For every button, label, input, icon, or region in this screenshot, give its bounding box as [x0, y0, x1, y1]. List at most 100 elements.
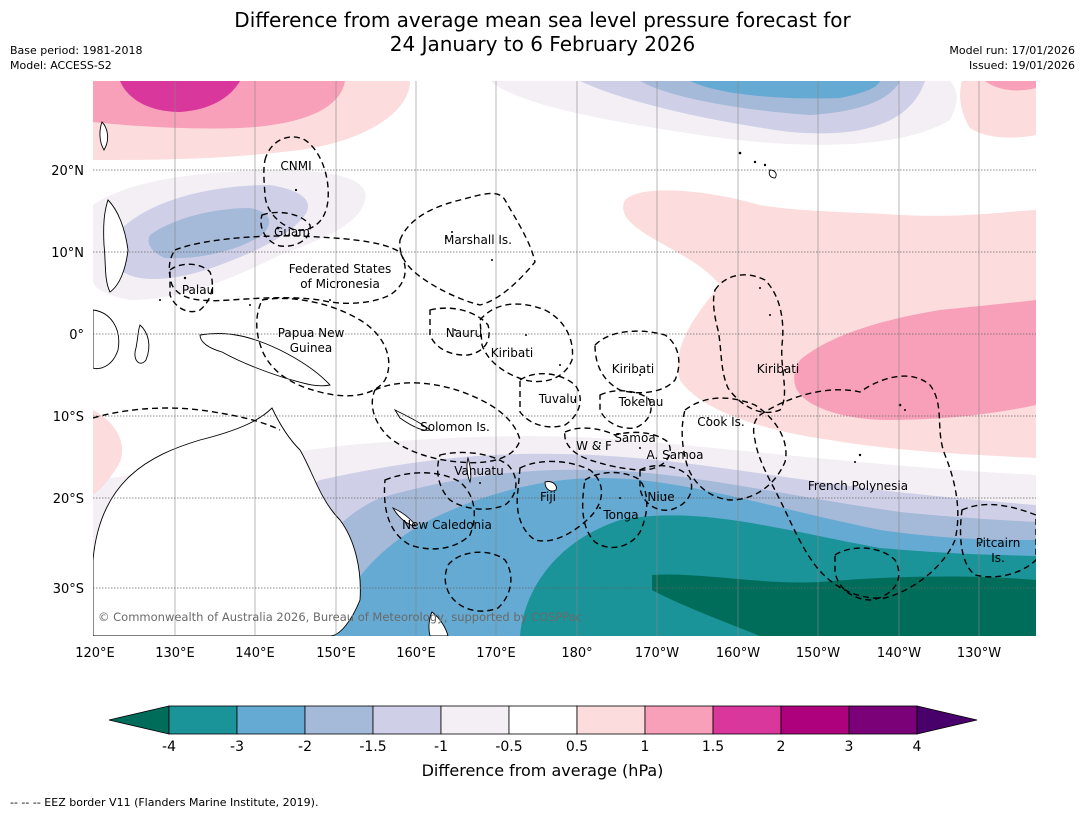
label-cook-islands: Cook Is. — [697, 415, 744, 429]
philippines-coast — [103, 199, 129, 293]
meta-right: Model run: 17/01/2026 Issued: 19/01/2026 — [949, 43, 1075, 73]
lon-label: 180° — [561, 646, 592, 661]
colorbar: -4 -3 -2 -1.5 -1 -0.5 0.5 1 1.5 2 3 4 — [108, 705, 978, 755]
eez-fiji — [516, 460, 603, 542]
eez-cook — [681, 397, 787, 501]
issued-date: Issued: 19/01/2026 — [968, 59, 1075, 72]
colorbar-tick-label: 4 — [913, 739, 922, 755]
colorbar-segment — [236, 705, 306, 735]
colorbar-segment — [168, 705, 238, 735]
vanuatu-coast — [466, 456, 472, 484]
label-tuvalu: Tuvalu — [538, 392, 578, 406]
colorbar-extend-low — [108, 705, 170, 735]
label-fsm-line1: Federated States — [289, 262, 391, 276]
anomaly-pos-1-east — [794, 300, 1036, 420]
chart-title-line2: 24 January to 6 February 2026 — [389, 32, 696, 56]
borneo-coast — [93, 309, 120, 370]
copyright-notice: © Commonwealth of Australia 2026, Bureau… — [98, 610, 582, 624]
anomaly-pos-1.5-northwest — [120, 81, 240, 112]
colorbar-label: Difference from average (hPa) — [421, 761, 664, 780]
colorbar-tick-label: 2 — [777, 739, 786, 755]
lat-label: 30°S — [53, 582, 84, 597]
eez-kiribati-gilbert — [479, 303, 574, 383]
label-png-line1: Papua New — [278, 326, 345, 340]
small-islands — [159, 151, 981, 546]
fiji-coast — [544, 481, 557, 492]
colorbar-tick-label: 1.5 — [702, 739, 724, 755]
label-american-samoa: A. Samoa — [647, 448, 704, 462]
colorbar-segment — [712, 705, 782, 735]
colorbar-segment — [304, 705, 374, 735]
sulawesi-coast — [134, 324, 150, 364]
latitude-gridlines — [93, 169, 1036, 589]
label-tonga: Tonga — [602, 508, 638, 522]
colorbar-segment — [508, 705, 578, 735]
anomaly-pos-1-northeast-corner — [985, 81, 1036, 91]
anomaly-neg-2-north-east — [690, 81, 880, 99]
anomaly-neg-4-south — [652, 574, 1036, 636]
eez-marshall — [399, 192, 536, 306]
colorbar-tick-label: 3 — [845, 739, 854, 755]
lon-label: 130°E — [155, 646, 195, 661]
map-area: CNMI Guam Marshall Is. Palau Federated S… — [93, 81, 1036, 636]
lon-label: 160°E — [396, 646, 436, 661]
lat-label: 20°N — [51, 164, 84, 179]
lon-label: 160°W — [716, 646, 760, 661]
colorbar-tick-label: -0.5 — [495, 739, 522, 755]
lon-label: 170°W — [635, 646, 679, 661]
eez-pitcairn — [959, 503, 1036, 578]
label-niue: Niue — [647, 490, 674, 504]
lon-label: 150°E — [316, 646, 356, 661]
eez-cnmi — [263, 136, 329, 231]
chart-title-line1: Difference from average mean sea level p… — [234, 8, 851, 32]
model-name: Model: ACCESS-S2 — [10, 59, 112, 72]
colorbar-segment — [644, 705, 714, 735]
eez-tokelau — [599, 390, 652, 429]
label-kiribati-central: Kiribati — [612, 362, 654, 376]
eez-borders — [93, 136, 1036, 612]
label-cnmi: CNMI — [280, 159, 311, 173]
model-run: Model run: 17/01/2026 — [949, 44, 1075, 57]
eez-wallis-samoa — [564, 427, 671, 471]
colorbar-segment — [780, 705, 850, 735]
lon-label: 130°W — [957, 646, 1001, 661]
colorbar-segment — [372, 705, 442, 735]
label-samoa: Samoa — [614, 431, 655, 445]
eez-kiribati-phoenix — [594, 330, 680, 394]
label-vanuatu: Vanuatu — [454, 464, 504, 478]
latitude-axis-labels: 20°N 10°N 0° 10°S 20°S 30°S — [51, 164, 84, 597]
eez-guam — [260, 211, 311, 247]
label-nauru: Nauru — [446, 326, 482, 340]
meta-left: Base period: 1981-2018 Model: ACCESS-S2 — [10, 43, 142, 73]
eez-palau — [169, 263, 213, 313]
eez-kiribati-line — [712, 274, 786, 414]
lat-label: 20°S — [53, 492, 84, 507]
taiwan-coast — [99, 121, 109, 151]
anomaly-pos-0.5-west-edge — [93, 410, 123, 495]
eez-png — [256, 297, 390, 397]
land-outlines — [93, 121, 777, 636]
colorbar-segment — [848, 705, 918, 735]
eez-vanuatu — [437, 451, 517, 510]
colorbar-segment — [440, 705, 510, 735]
lat-label: 10°N — [51, 246, 84, 261]
label-fsm-line2: of Micronesia — [300, 277, 380, 291]
eez-nauru — [429, 307, 490, 356]
label-pitcairn-line1: Pitcairn — [976, 536, 1021, 550]
new-guinea-coast — [199, 333, 331, 387]
lon-label: 170°E — [476, 646, 516, 661]
label-marshall-islands: Marshall Is. — [444, 233, 512, 247]
eez-legend-footer: -- -- -- EEZ border V11 (Flanders Marine… — [10, 796, 319, 809]
hawaii-coast — [768, 169, 777, 179]
label-guam: Guam — [274, 225, 310, 239]
label-solomon-islands: Solomon Is. — [420, 420, 490, 434]
colorbar-tick-label: -1 — [434, 739, 448, 755]
label-wallis-futuna: W & F — [576, 439, 612, 453]
eez-tonga — [582, 471, 648, 549]
label-new-caledonia: New Caledonia — [402, 518, 492, 532]
label-pitcairn-line2: Is. — [991, 551, 1005, 565]
longitude-gridlines — [174, 81, 980, 636]
eez-new-caledonia — [383, 472, 476, 550]
colorbar-tick-label: -2 — [298, 739, 312, 755]
